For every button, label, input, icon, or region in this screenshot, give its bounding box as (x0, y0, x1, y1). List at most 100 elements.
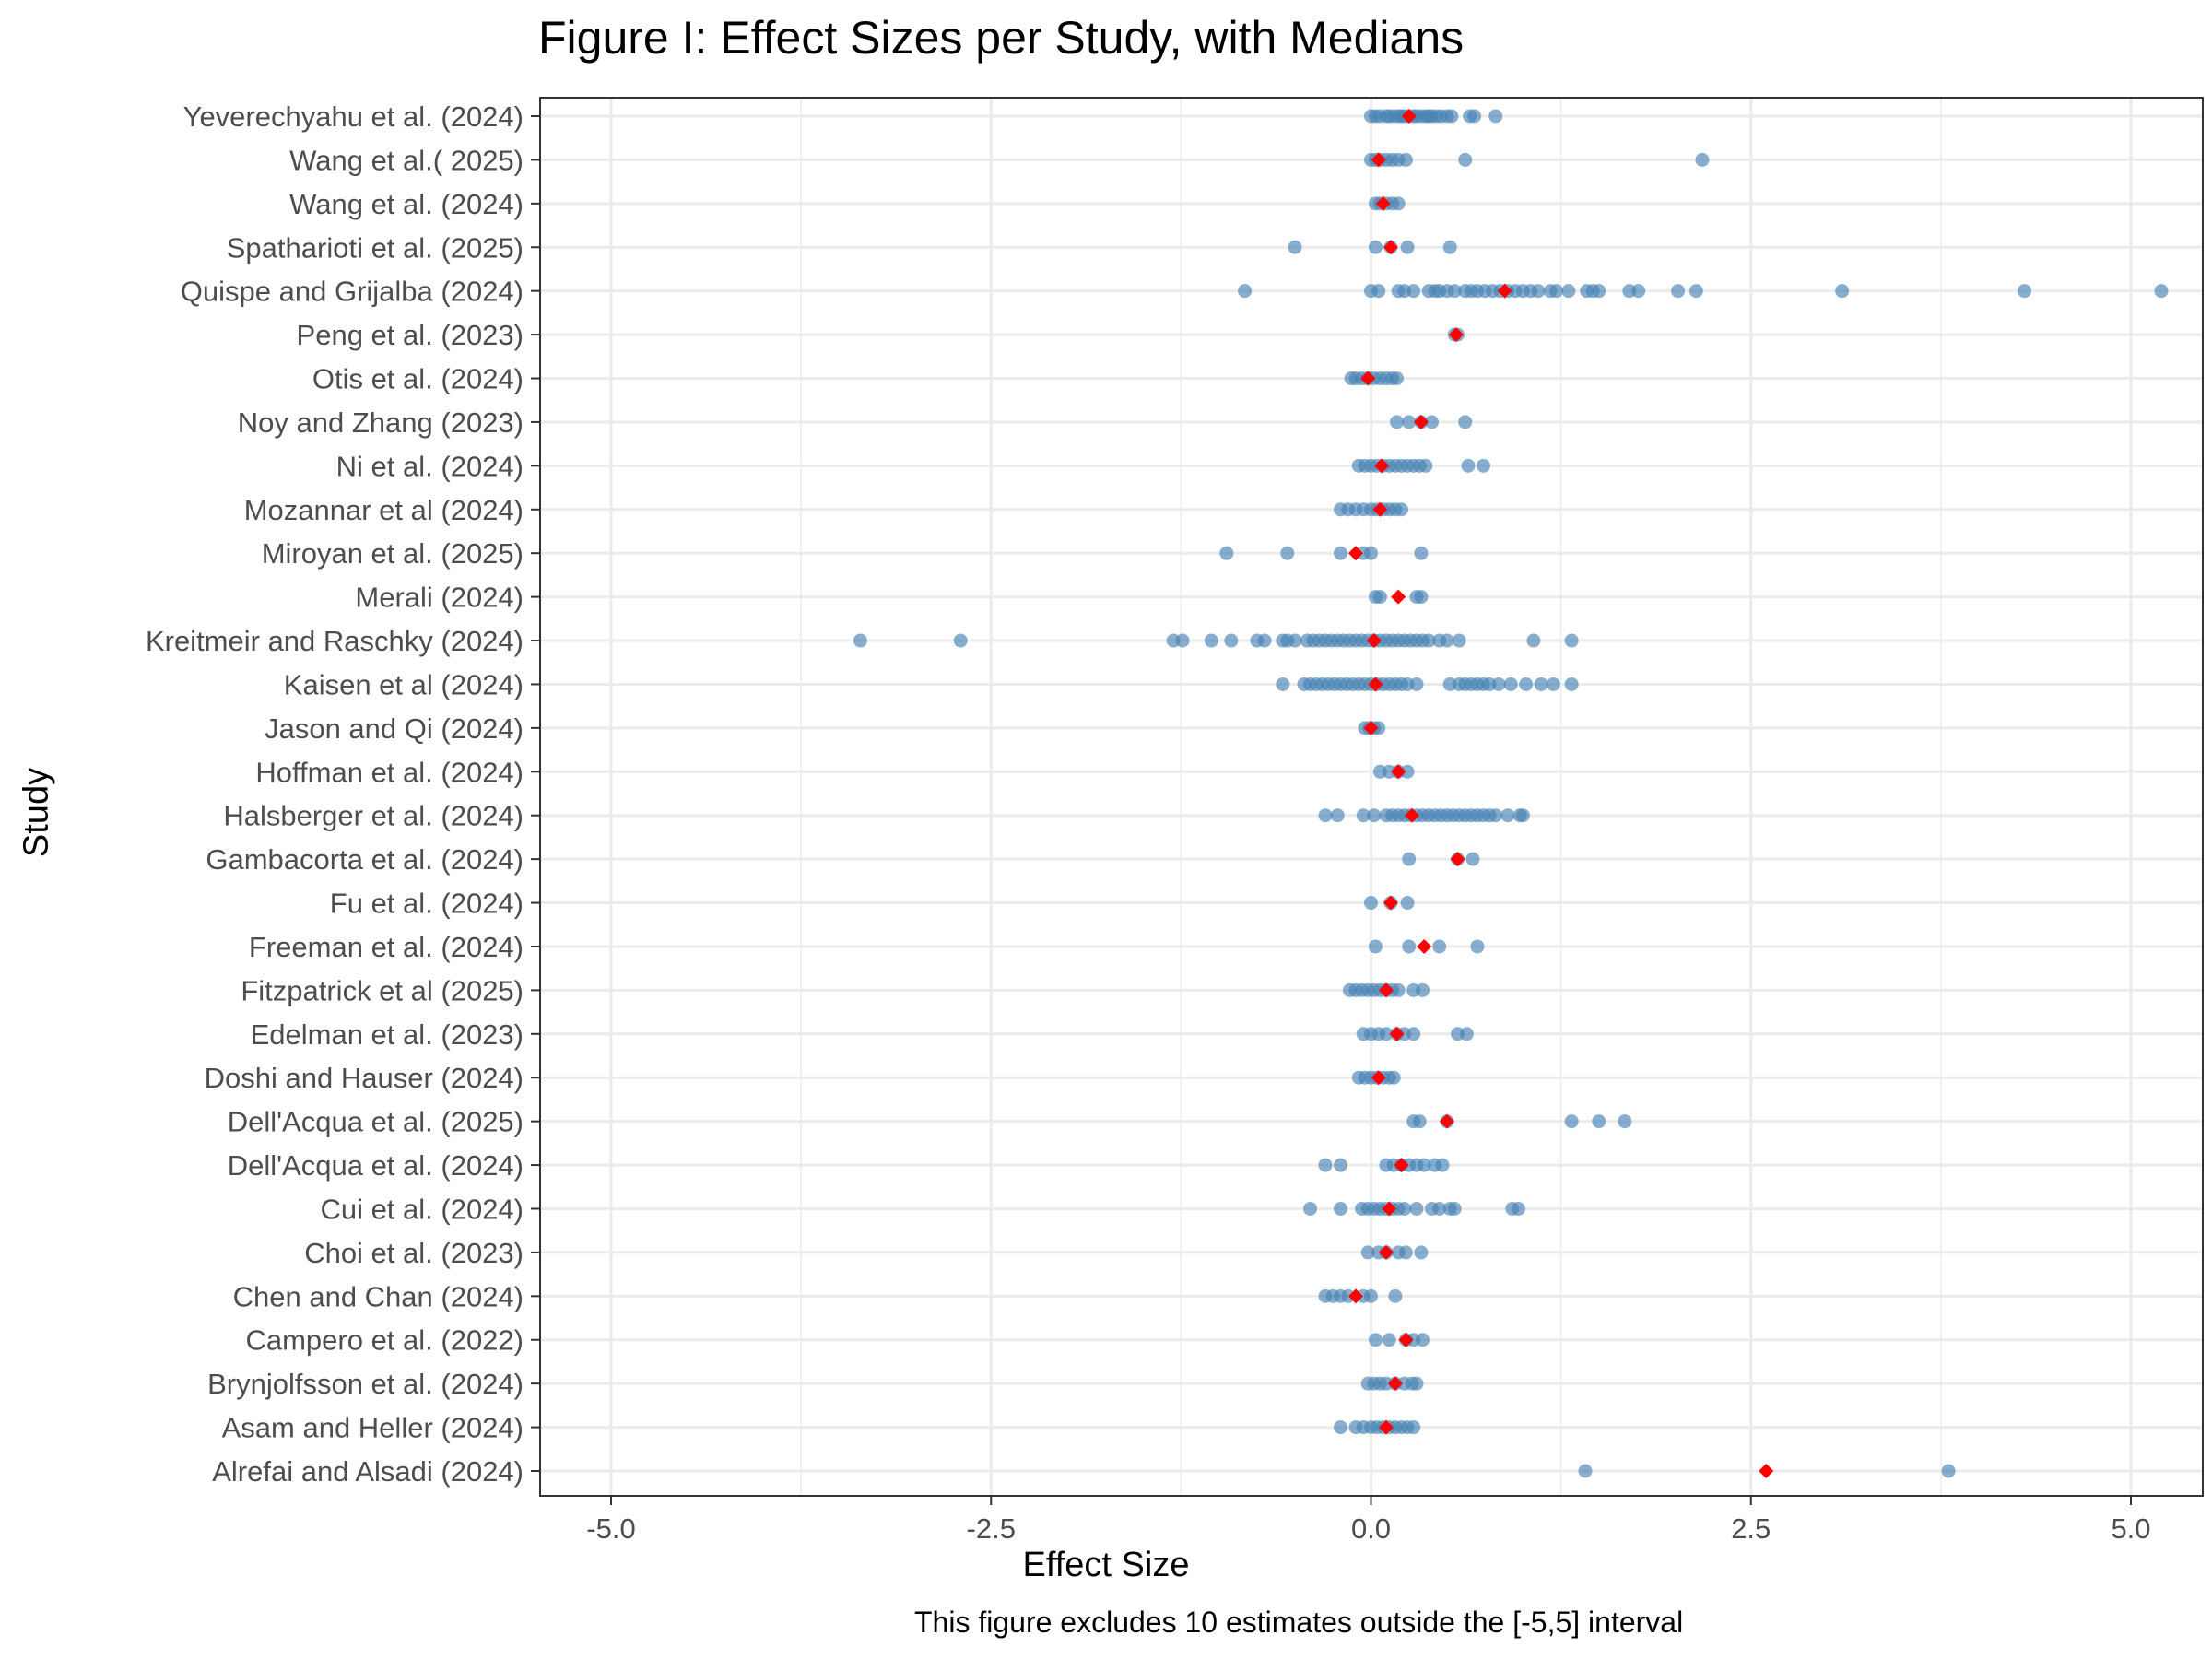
data-point (1318, 1158, 1333, 1172)
median-marker (1398, 1332, 1414, 1347)
y-tick-label: Jason and Qi (2024) (265, 712, 524, 745)
data-point (1671, 284, 1686, 299)
chart-title: Figure I: Effect Sizes per Study, with M… (538, 12, 1465, 64)
median-marker (1417, 938, 1432, 954)
data-point (1442, 240, 1457, 254)
data-point (1531, 284, 1546, 299)
y-tick-label: Asam and Heller (2024) (222, 1412, 524, 1444)
data-point (1390, 415, 1405, 429)
median-marker (1348, 546, 1364, 561)
data-point (1368, 240, 1382, 254)
median-marker (1391, 589, 1406, 605)
data-point (1695, 152, 1710, 167)
data-point (1398, 1245, 1413, 1260)
y-tick-label: Wang et al. (2024) (289, 188, 524, 220)
grid-minor (800, 98, 1942, 1496)
y-tick-label: Chen and Chan (2024) (233, 1280, 524, 1312)
data-point (1371, 721, 1386, 735)
median-marker (1413, 414, 1429, 429)
y-tick-label: Peng et al. (2023) (297, 319, 524, 351)
data-point (1526, 633, 1541, 648)
data-point (1578, 1464, 1593, 1478)
data-point (1561, 284, 1576, 299)
data-point (1406, 1027, 1421, 1041)
data-point (1500, 808, 1515, 823)
data-point (1303, 1201, 1318, 1216)
median-marker (1366, 633, 1382, 649)
data-point (1341, 1288, 1356, 1303)
data-point (1364, 546, 1378, 560)
data-point (1421, 633, 1436, 648)
y-tick-label: Fu et al. (2024) (330, 888, 524, 920)
data-point (1372, 590, 1387, 605)
data-point (1388, 1288, 1403, 1303)
median-marker (1394, 1158, 1409, 1173)
data-point (1688, 284, 1703, 299)
median-marker (1375, 195, 1391, 211)
median-marker (1387, 1376, 1403, 1392)
data-point (1356, 808, 1371, 823)
y-tick-label: Dell'Acqua et al. (2024) (228, 1149, 524, 1182)
data-point (1440, 633, 1454, 648)
data-point (1409, 1376, 1424, 1391)
data-point (1477, 458, 1491, 473)
data-point (1400, 764, 1415, 779)
data-point (1417, 1158, 1431, 1172)
y-tick-label: Dell'Acqua et al. (2025) (228, 1106, 524, 1138)
y-tick-label: Halsberger et al. (2024) (223, 800, 524, 832)
data-point (1467, 109, 1482, 124)
data-point (1238, 284, 1253, 299)
y-axis: Yeverechyahu et al. (2024) Wang et al.( 2… (146, 100, 540, 1488)
data-point (1276, 677, 1290, 691)
data-point (1406, 1420, 1421, 1435)
data-point (853, 633, 867, 648)
median-marker (1363, 720, 1379, 735)
y-tick-label: Hoffman et al. (2024) (255, 756, 524, 788)
data-point (1367, 808, 1382, 823)
y-tick-label: Cui et al. (2024) (320, 1193, 524, 1225)
data-point (1444, 109, 1459, 124)
data-point (1491, 677, 1506, 691)
data-point (1452, 633, 1466, 648)
data-point (1835, 284, 1850, 299)
data-point (1488, 808, 1503, 823)
data-point (1618, 1114, 1632, 1129)
data-point (1414, 546, 1429, 560)
median-marker (1360, 371, 1376, 386)
y-tick-label: Doshi and Hauser (2024) (205, 1062, 524, 1094)
y-tick-label: Freeman et al. (2024) (249, 931, 524, 963)
data-point (1400, 896, 1415, 911)
data-point (1458, 152, 1473, 167)
median-marker (1371, 1070, 1386, 1086)
data-point (1564, 1114, 1579, 1129)
data-point (1402, 852, 1417, 866)
y-tick-label: Quispe and Grijalba (2024) (181, 276, 524, 308)
data-point (1424, 415, 1439, 429)
median-marker (1497, 283, 1512, 299)
data-point (1416, 982, 1430, 997)
data-point (1432, 1201, 1447, 1216)
data-point (1465, 852, 1480, 866)
y-tick-label: Kaisen et al (2024) (284, 668, 524, 700)
data-point (1470, 939, 1485, 954)
data-point (1364, 896, 1378, 911)
y-tick-label: Spatharioti et al. (2025) (227, 231, 524, 264)
y-tick-label: Mozannar et al (2024) (244, 494, 524, 526)
y-tick-label: Kreitmeir and Raschky (2024) (146, 625, 524, 657)
data-point (1461, 458, 1476, 473)
x-tick-label: -5.0 (586, 1512, 635, 1545)
x-tick-label: 5.0 (2111, 1512, 2150, 1545)
data-point (1334, 1158, 1348, 1172)
data-point (1398, 152, 1413, 167)
data-point (1318, 808, 1333, 823)
x-axis-label: Effect Size (1022, 1546, 1190, 1584)
y-tick-label: Wang et al.( 2025) (289, 144, 524, 176)
median-marker (1374, 458, 1390, 474)
data-point (1400, 240, 1415, 254)
data-point (1631, 284, 1646, 299)
data-point (1503, 677, 1518, 691)
data-point (2018, 284, 2032, 299)
y-tick-label: Campero et al. (2022) (245, 1324, 524, 1357)
y-tick-label: Otis et al. (2024) (312, 363, 524, 395)
